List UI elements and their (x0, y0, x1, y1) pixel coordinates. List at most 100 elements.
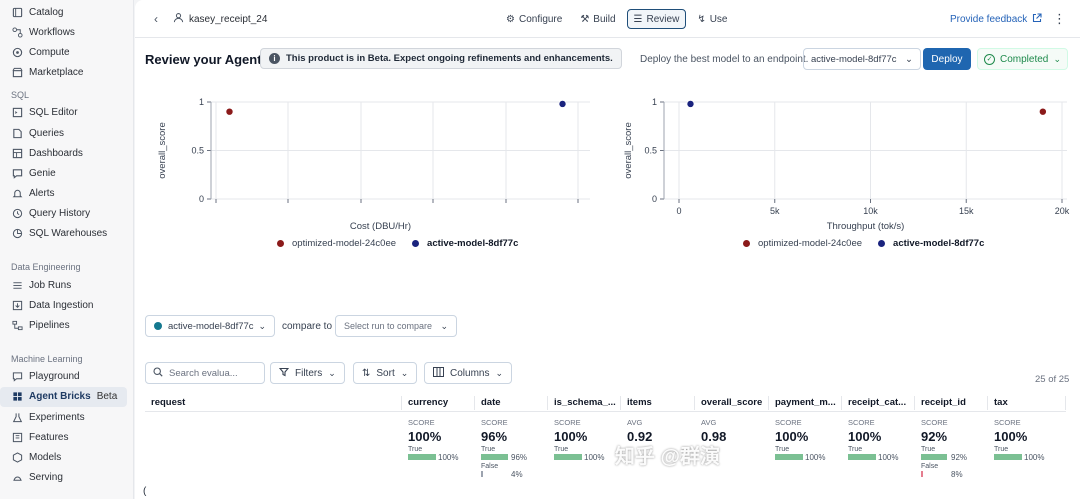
sidebar-item-job-runs[interactable]: Job Runs (0, 275, 133, 295)
bar-track (848, 454, 904, 460)
column-2[interactable]: date SCORE 96% True 96% False 4% (475, 394, 548, 499)
distribution-bar[interactable]: True 100% (988, 446, 1066, 462)
sidebar-item-experiments[interactable]: Experiments (0, 407, 133, 427)
search-input[interactable]: Search evalua... (145, 362, 265, 384)
back-button[interactable]: ‹ (149, 11, 163, 27)
run-select[interactable]: active-model-8df77c ⌄ (145, 315, 275, 337)
legend-item-active[interactable]: active-model-8df77c (412, 238, 518, 249)
sidebar-item-query-history[interactable]: Query History (0, 204, 133, 224)
column-divider[interactable] (987, 396, 988, 410)
sort-button[interactable]: ⇅ Sort ⌄ (353, 362, 418, 384)
legend-item-active[interactable]: active-model-8df77c (878, 238, 984, 249)
sidebar-item-data-ingestion[interactable]: Data Ingestion (0, 295, 133, 315)
column-header[interactable]: tax (988, 394, 1066, 412)
column-divider[interactable] (768, 396, 769, 410)
provide-feedback-link[interactable]: Provide feedback (950, 13, 1042, 26)
sidebar-item-dashboards[interactable]: Dashboards (0, 143, 133, 163)
sidebar-item-sql-warehouses[interactable]: SQL Warehouses (0, 224, 133, 244)
status-badge[interactable]: ✓ Completed ⌄ (977, 48, 1068, 70)
column-divider[interactable] (841, 396, 842, 410)
column-divider[interactable] (401, 396, 402, 410)
column-header[interactable]: currency (402, 394, 475, 412)
distribution-bar[interactable]: True 100% (842, 446, 915, 462)
sidebar-item-sql-editor[interactable]: SQL Editor (0, 103, 133, 123)
sidebar-item-playground[interactable]: Playground (0, 367, 133, 387)
sidebar-item-workflows[interactable]: Workflows (0, 22, 133, 42)
more-options-icon[interactable]: ⋮ (1053, 11, 1066, 26)
column-header[interactable]: receipt_cat... (842, 394, 915, 412)
sidebar-item-catalog[interactable]: Catalog (0, 2, 133, 22)
column-header[interactable]: receipt_id (915, 394, 988, 412)
sort-icon: ⇅ (362, 367, 371, 379)
search-icon (153, 366, 163, 380)
bell-icon (11, 188, 23, 200)
column-request[interactable]: request ( (143, 394, 402, 499)
distribution-bar[interactable]: False 4% (475, 463, 548, 479)
column-header[interactable]: is_schema_... (548, 394, 621, 412)
chevron-down-icon: ⌄ (258, 320, 266, 331)
column-header-label: receipt_id (921, 397, 966, 408)
column-divider[interactable] (914, 396, 915, 410)
distribution-bar[interactable]: True 100% (548, 446, 621, 462)
column-7[interactable]: receipt_cat... SCORE 100% True 100% (842, 394, 915, 499)
metric-value: 0.98 (701, 429, 727, 444)
bar-track (481, 471, 537, 477)
column-header[interactable]: items (621, 394, 695, 412)
tab-review[interactable]: ☰ Review (626, 9, 687, 29)
sidebar-item-alerts[interactable]: Alerts (0, 184, 133, 204)
sidebar-item-label: Serving (29, 472, 63, 484)
sidebar-item-serving[interactable]: Serving (0, 468, 133, 488)
sidebar-item-compute[interactable]: Compute (0, 42, 133, 62)
distribution-bar[interactable]: False 8% (915, 463, 988, 479)
metric-kind: SCORE (921, 418, 948, 427)
distribution-bar[interactable]: True 96% (475, 446, 548, 462)
sidebar-item-models[interactable]: Models (0, 447, 133, 467)
sidebar-item-marketplace[interactable]: Marketplace (0, 63, 133, 83)
data-point-active-model-8df77c (558, 99, 567, 108)
columns-button[interactable]: Columns ⌄ (424, 362, 513, 384)
column-3[interactable]: is_schema_... SCORE 100% True 100% (548, 394, 621, 499)
legend-item-optimized[interactable]: optimized-model-24c0ee (277, 238, 396, 249)
distribution-bar[interactable]: True 100% (402, 446, 475, 462)
serving-icon (11, 472, 23, 484)
column-9[interactable]: tax SCORE 100% True 100% (988, 394, 1066, 499)
deploy-button[interactable]: Deploy (923, 48, 971, 70)
distribution-bar[interactable]: True 100% (769, 446, 842, 462)
bar-label: True (408, 446, 423, 453)
column-header[interactable]: overall_score (695, 394, 769, 412)
column-divider[interactable] (474, 396, 475, 410)
sidebar-item-pipelines[interactable]: Pipelines (0, 315, 133, 335)
column-divider[interactable] (620, 396, 621, 410)
tab-use[interactable]: ↯ Use (690, 9, 734, 29)
column-5[interactable]: overall_score AVG 0.98 (695, 394, 769, 499)
sidebar-item-features[interactable]: Features (0, 427, 133, 447)
legend-item-optimized[interactable]: optimized-model-24c0ee (743, 238, 862, 249)
workflows-icon (11, 26, 23, 38)
gear-icon: ⚙ (506, 13, 515, 25)
bar-track (481, 454, 537, 460)
bar-track (921, 471, 977, 477)
column-8[interactable]: receipt_id SCORE 92% True 92% False 8% (915, 394, 988, 499)
check-circle-icon: ✓ (984, 53, 995, 65)
sidebar-item-queries[interactable]: Queries (0, 123, 133, 143)
column-4[interactable]: items AVG 0.92 (621, 394, 695, 499)
sidebar-item-agent-bricks[interactable]: Agent Bricks Beta (0, 386, 127, 407)
column-divider[interactable] (694, 396, 695, 410)
column-header[interactable]: date (475, 394, 548, 412)
compare-run-select[interactable]: Select run to compare ⌄ (335, 315, 457, 337)
sidebar-item-label: SQL Editor (29, 107, 78, 119)
model-select[interactable]: active-model-8df77c ⌄ (803, 48, 921, 70)
distribution-bar[interactable]: True 92% (915, 446, 988, 462)
filters-button[interactable]: Filters ⌄ (270, 362, 345, 384)
sidebar-item-genie[interactable]: Genie (0, 163, 133, 183)
y-tick-label: 0 (199, 194, 204, 204)
column-divider[interactable] (547, 396, 548, 410)
column-6[interactable]: payment_m... SCORE 100% True 100% (769, 394, 842, 499)
column-header[interactable]: payment_m... (769, 394, 842, 412)
tab-build[interactable]: ⚒ Build (573, 9, 622, 29)
agent-bricks-icon (11, 391, 23, 403)
column-divider[interactable] (1065, 396, 1066, 410)
column-1[interactable]: currency SCORE 100% True 100% (402, 394, 475, 499)
tab-configure[interactable]: ⚙ Configure (499, 9, 569, 29)
column-header[interactable]: request (145, 394, 402, 412)
